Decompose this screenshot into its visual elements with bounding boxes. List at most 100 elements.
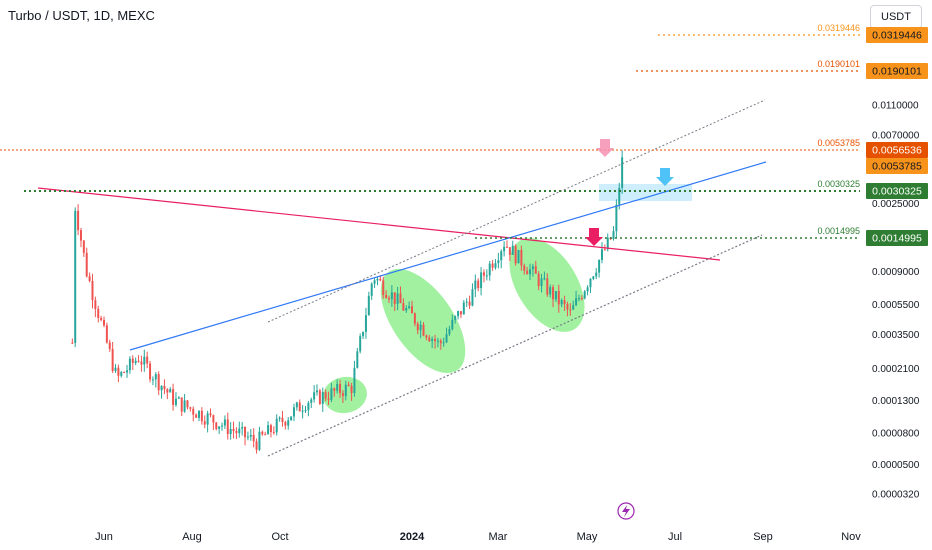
candle: [580, 295, 583, 301]
candle: [598, 259, 601, 278]
svg-text:0.0053785: 0.0053785: [872, 161, 922, 173]
candle: [615, 199, 618, 239]
candle: [428, 334, 431, 342]
candle: [206, 410, 209, 433]
pink-resistance-line: [37, 187, 721, 261]
svg-text:0.0014995: 0.0014995: [872, 233, 922, 245]
candle: [103, 316, 105, 328]
candle: [491, 260, 494, 271]
candle: [457, 310, 460, 320]
candle: [336, 379, 339, 394]
target-zone: [599, 184, 692, 201]
candle: [172, 383, 175, 411]
y-axis-tick: 0.0003500: [872, 330, 920, 341]
candle: [295, 401, 298, 411]
candle: [569, 303, 572, 316]
candle: [543, 271, 546, 281]
candle: [111, 342, 114, 373]
candle: [514, 244, 517, 266]
channel-upper-line: [267, 99, 766, 323]
candle: [166, 388, 169, 400]
candle: [255, 438, 258, 454]
candle: [408, 301, 411, 310]
candle: [134, 357, 137, 366]
candle: [126, 364, 129, 378]
candle: [370, 282, 373, 300]
candle: [100, 315, 103, 322]
down-arrow-icon: [656, 168, 674, 186]
candle-series: [71, 150, 624, 454]
y-axis-tick: 0.0005500: [872, 300, 920, 311]
candle: [117, 364, 120, 383]
candle: [221, 422, 224, 431]
highlight-ellipse: [380, 268, 466, 374]
candle: [364, 307, 367, 339]
candle: [577, 294, 580, 302]
lightning-icon[interactable]: [617, 502, 635, 520]
candle: [508, 247, 511, 262]
candle: [526, 266, 529, 275]
candle: [241, 422, 244, 436]
candle: [385, 290, 388, 299]
candle: [226, 412, 229, 440]
candle: [439, 338, 442, 350]
candle: [586, 285, 589, 296]
candle: [186, 399, 189, 410]
candle: [252, 428, 255, 448]
candle: [468, 295, 471, 310]
candle: [77, 204, 80, 236]
y-axis-tick: 0.0000320: [872, 490, 920, 501]
price-level-badge: 0.0190101: [866, 63, 928, 79]
candle: [143, 349, 146, 372]
candle: [275, 414, 278, 436]
candle: [557, 284, 560, 313]
candle: [448, 325, 451, 337]
svg-text:0.0319446: 0.0319446: [872, 30, 922, 42]
candle: [560, 298, 563, 308]
price-level-label: 0.0053785: [817, 138, 860, 148]
candle: [546, 273, 549, 297]
candle: [123, 371, 126, 374]
candle: [304, 405, 307, 413]
price-level-label: 0.0014995: [817, 226, 860, 236]
candle: [422, 322, 425, 337]
x-axis-tick: May: [577, 531, 598, 543]
candle: [362, 331, 365, 339]
candle: [203, 415, 206, 429]
y-axis-tick: 0.0000800: [872, 428, 920, 439]
candle: [301, 405, 304, 419]
candle: [209, 408, 212, 418]
candle: [434, 334, 437, 349]
candle: [621, 150, 624, 194]
candle: [517, 249, 520, 264]
candle: [97, 305, 100, 323]
price-level-label: 0.0030325: [817, 179, 860, 189]
candle: [333, 387, 336, 397]
candle: [330, 382, 333, 403]
candle: [465, 298, 468, 308]
candle: [462, 300, 465, 315]
candle: [151, 376, 154, 386]
candle: [128, 356, 131, 374]
candle: [71, 338, 74, 344]
candle: [281, 410, 284, 427]
candle: [157, 371, 160, 396]
candle: [382, 276, 385, 299]
x-axis-tick: Jun: [95, 531, 113, 543]
x-axis-tick: Sep: [753, 531, 773, 543]
candle: [321, 387, 324, 413]
candle: [480, 267, 483, 296]
svg-text:0.0056536: 0.0056536: [872, 145, 922, 157]
price-level-badge: 0.0014995: [866, 230, 928, 246]
y-axis-tick: 0.0000500: [872, 460, 920, 471]
candle: [160, 385, 163, 399]
candle: [436, 337, 439, 348]
candle: [267, 421, 270, 435]
candle: [390, 285, 393, 307]
candle: [350, 382, 353, 401]
x-axis-tick: Nov: [841, 531, 861, 543]
candle: [192, 406, 195, 422]
candle: [572, 300, 575, 310]
price-level-label: 0.0190101: [817, 59, 860, 69]
